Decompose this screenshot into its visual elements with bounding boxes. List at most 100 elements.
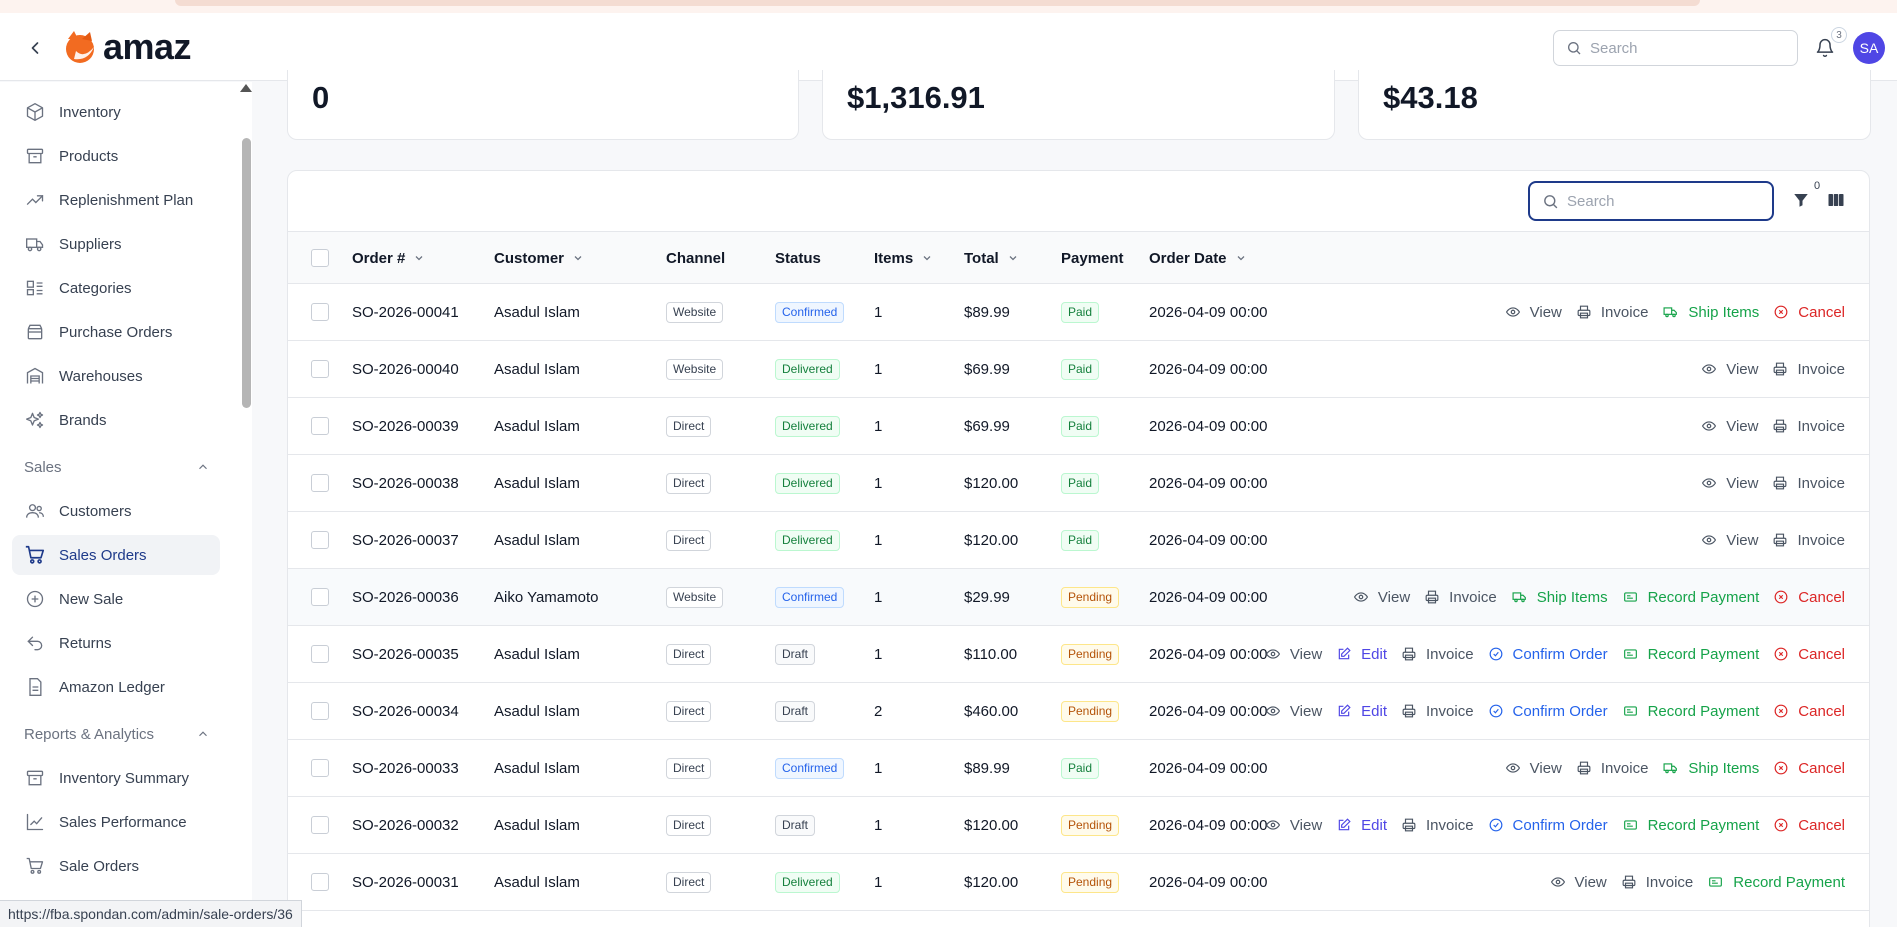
view-action[interactable]: View — [1353, 589, 1410, 606]
invoice-action[interactable]: Invoice — [1402, 817, 1474, 834]
sidebar-item-warehouses[interactable]: Warehouses — [12, 356, 220, 396]
table-row[interactable]: SO-2026-00032 Asadul Islam Direct Draft 1 $12… — [288, 797, 1869, 854]
row-checkbox[interactable] — [311, 360, 329, 378]
sidebar-item-new-sale[interactable]: New Sale — [12, 579, 220, 619]
row-checkbox[interactable] — [311, 417, 329, 435]
cancel-action[interactable]: Cancel — [1774, 703, 1845, 720]
sidebar-item-sales-orders[interactable]: Sales Orders — [12, 535, 220, 575]
row-checkbox[interactable] — [311, 303, 329, 321]
user-avatar[interactable]: SA — [1853, 32, 1885, 64]
ship-action[interactable]: Ship Items — [1663, 760, 1759, 777]
invoice-action[interactable]: Invoice — [1773, 361, 1845, 378]
confirm-action[interactable]: Confirm Order — [1489, 817, 1608, 834]
sidebar-item-categories[interactable]: Categories — [12, 268, 220, 308]
sidebar-item-sale-orders[interactable]: Sale Orders — [12, 846, 220, 886]
back-button[interactable] — [22, 35, 48, 61]
table-row[interactable]: SO-2026-00036 Aiko Yamamoto Website Confirm… — [288, 569, 1869, 626]
header-search[interactable] — [1553, 30, 1798, 66]
order-number[interactable]: SO-2026-00036 — [352, 588, 459, 606]
order-number[interactable]: SO-2026-00033 — [352, 759, 459, 777]
order-number[interactable]: SO-2026-00038 — [352, 474, 459, 492]
view-action[interactable]: View — [1265, 817, 1322, 834]
invoice-action[interactable]: Invoice — [1773, 418, 1845, 435]
cancel-action[interactable]: Cancel — [1774, 760, 1845, 777]
sidebar-item-products[interactable]: Products — [12, 136, 220, 176]
record-action[interactable]: Record Payment — [1708, 874, 1845, 891]
record-action[interactable]: Record Payment — [1623, 703, 1759, 720]
row-checkbox[interactable] — [311, 816, 329, 834]
view-action[interactable]: View — [1265, 703, 1322, 720]
cancel-action[interactable]: Cancel — [1774, 646, 1845, 663]
cancel-action[interactable]: Cancel — [1774, 589, 1845, 606]
invoice-action[interactable]: Invoice — [1622, 874, 1693, 891]
column-order-date[interactable]: Order Date — [1149, 232, 1247, 284]
ship-action[interactable]: Ship Items — [1512, 589, 1608, 606]
sidebar-item-suppliers[interactable]: Suppliers — [12, 224, 220, 264]
order-number[interactable]: SO-2026-00034 — [352, 702, 459, 720]
cancel-action[interactable]: Cancel — [1774, 304, 1845, 321]
view-action[interactable]: View — [1702, 361, 1758, 378]
sidebar-item-brands[interactable]: Brands — [12, 400, 220, 440]
record-action[interactable]: Record Payment — [1623, 646, 1759, 663]
scroll-up-arrow[interactable] — [240, 84, 252, 92]
sidebar-item-returns[interactable]: Returns — [12, 623, 220, 663]
sidebar-section-sales[interactable]: Sales — [24, 452, 210, 482]
row-checkbox[interactable] — [311, 702, 329, 720]
table-search-input[interactable] — [1567, 192, 1757, 210]
sidebar-item-amazon-ledger[interactable]: Amazon Ledger — [12, 667, 220, 707]
invoice-action[interactable]: Invoice — [1773, 532, 1845, 549]
order-number[interactable]: SO-2026-00041 — [352, 303, 459, 321]
view-action[interactable]: View — [1702, 418, 1758, 435]
order-number[interactable]: SO-2026-00032 — [352, 816, 459, 834]
view-action[interactable]: View — [1505, 760, 1562, 777]
invoice-action[interactable]: Invoice — [1402, 646, 1474, 663]
column-order[interactable]: Order # — [352, 232, 425, 284]
filter-button[interactable] — [1790, 189, 1812, 211]
columns-button[interactable] — [1825, 189, 1847, 211]
row-checkbox[interactable] — [311, 645, 329, 663]
table-row[interactable]: SO-2026-00031 Asadul Islam Direct Delivered… — [288, 854, 1869, 911]
invoice-action[interactable]: Invoice — [1577, 760, 1648, 777]
row-checkbox[interactable] — [311, 531, 329, 549]
select-all-checkbox[interactable] — [311, 249, 329, 267]
view-action[interactable]: View — [1265, 646, 1322, 663]
invoice-action[interactable]: Invoice — [1425, 589, 1497, 606]
table-row[interactable]: SO-2026-00040 Asadul Islam Website Delivere… — [288, 341, 1869, 398]
table-row[interactable]: SO-2026-00033 Asadul Islam Direct Confirmed… — [288, 740, 1869, 797]
column-total[interactable]: Total — [964, 232, 1019, 284]
table-search[interactable] — [1528, 181, 1774, 221]
confirm-action[interactable]: Confirm Order — [1489, 646, 1608, 663]
invoice-action[interactable]: Invoice — [1773, 475, 1845, 492]
sidebar-item-sales-performance[interactable]: Sales Performance — [12, 802, 220, 842]
invoice-action[interactable]: Invoice — [1402, 703, 1474, 720]
row-checkbox[interactable] — [311, 474, 329, 492]
order-number[interactable]: SO-2026-00031 — [352, 873, 459, 891]
view-action[interactable]: View — [1505, 304, 1562, 321]
sidebar-item-purchase-orders[interactable]: Purchase Orders — [12, 312, 220, 352]
edit-action[interactable]: Edit — [1337, 817, 1387, 834]
order-number[interactable]: SO-2026-00040 — [352, 360, 459, 378]
sidebar-item-inventory[interactable]: Inventory — [12, 92, 220, 132]
view-action[interactable]: View — [1550, 874, 1607, 891]
cancel-action[interactable]: Cancel — [1774, 817, 1845, 834]
table-row[interactable]: SO-2026-00038 Asadul Islam Direct Delivered… — [288, 455, 1869, 512]
record-action[interactable]: Record Payment — [1623, 817, 1759, 834]
confirm-action[interactable]: Confirm Order — [1489, 703, 1608, 720]
table-row[interactable]: SO-2026-00041 Asadul Islam Website Confirme… — [288, 284, 1869, 341]
table-row[interactable]: SO-2026-00034 Asadul Islam Direct Draft 2 $46… — [288, 683, 1869, 740]
sidebar-item-inventory-summary[interactable]: Inventory Summary — [12, 758, 220, 798]
view-action[interactable]: View — [1702, 475, 1758, 492]
sidebar-section-reports[interactable]: Reports & Analytics — [24, 719, 210, 749]
column-items[interactable]: Items — [874, 232, 933, 284]
view-action[interactable]: View — [1702, 532, 1758, 549]
row-checkbox[interactable] — [311, 873, 329, 891]
sidebar-item-customers[interactable]: Customers — [12, 491, 220, 531]
sidebar-item-replenishment-plan[interactable]: Replenishment Plan — [12, 180, 220, 220]
table-row[interactable]: SO-2026-00039 Asadul Islam Direct Delivered… — [288, 398, 1869, 455]
row-checkbox[interactable] — [311, 759, 329, 777]
table-row[interactable]: SO-2026-00035 Asadul Islam Direct Draft 1 $11… — [288, 626, 1869, 683]
order-number[interactable]: SO-2026-00037 — [352, 531, 459, 549]
logo[interactable]: amaz — [62, 26, 192, 67]
edit-action[interactable]: Edit — [1337, 703, 1387, 720]
table-row[interactable]: SO-2026-00037 Asadul Islam Direct Delivered… — [288, 512, 1869, 569]
